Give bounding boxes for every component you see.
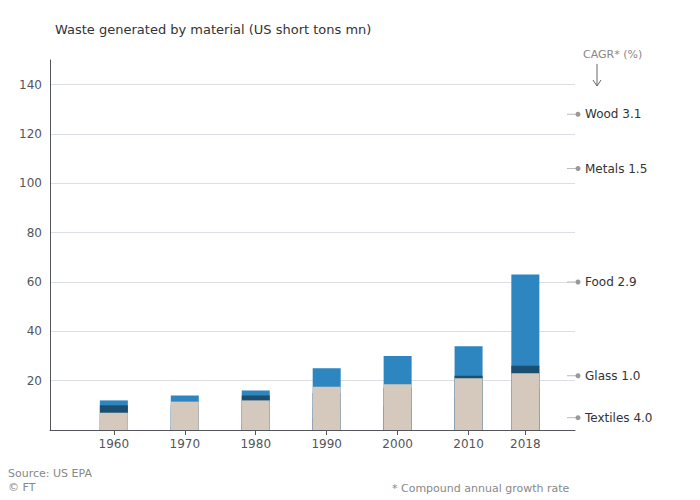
svg-text:1980: 1980 bbox=[240, 437, 271, 451]
svg-text:1970: 1970 bbox=[170, 437, 201, 451]
svg-text:140: 140 bbox=[19, 78, 42, 92]
svg-text:Textiles 4.0: Textiles 4.0 bbox=[584, 411, 652, 425]
svg-text:60: 60 bbox=[27, 275, 42, 289]
svg-text:80: 80 bbox=[27, 226, 42, 240]
svg-text:40: 40 bbox=[27, 324, 42, 338]
svg-text:2018: 2018 bbox=[510, 437, 541, 451]
svg-text:2010: 2010 bbox=[453, 437, 484, 451]
svg-text:2000: 2000 bbox=[382, 437, 413, 451]
svg-text:© FT: © FT bbox=[8, 481, 36, 494]
svg-text:Metals 1.5: Metals 1.5 bbox=[585, 162, 647, 176]
svg-text:120: 120 bbox=[19, 127, 42, 141]
svg-text:1960: 1960 bbox=[99, 437, 130, 451]
svg-text:Source: US EPA: Source: US EPA bbox=[8, 467, 92, 480]
svg-text:Glass 1.0: Glass 1.0 bbox=[585, 369, 640, 383]
svg-text:Food 2.9: Food 2.9 bbox=[585, 275, 637, 289]
svg-text:CAGR* (%): CAGR* (%) bbox=[583, 48, 642, 61]
svg-text:* Compound annual growth rate: * Compound annual growth rate bbox=[392, 482, 570, 495]
svg-text:100: 100 bbox=[19, 176, 42, 190]
svg-text:1990: 1990 bbox=[311, 437, 342, 451]
svg-text:20: 20 bbox=[27, 374, 42, 388]
svg-text:Waste generated by material (U: Waste generated by material (US short to… bbox=[55, 22, 371, 37]
svg-text:Wood 3.1: Wood 3.1 bbox=[585, 107, 641, 121]
